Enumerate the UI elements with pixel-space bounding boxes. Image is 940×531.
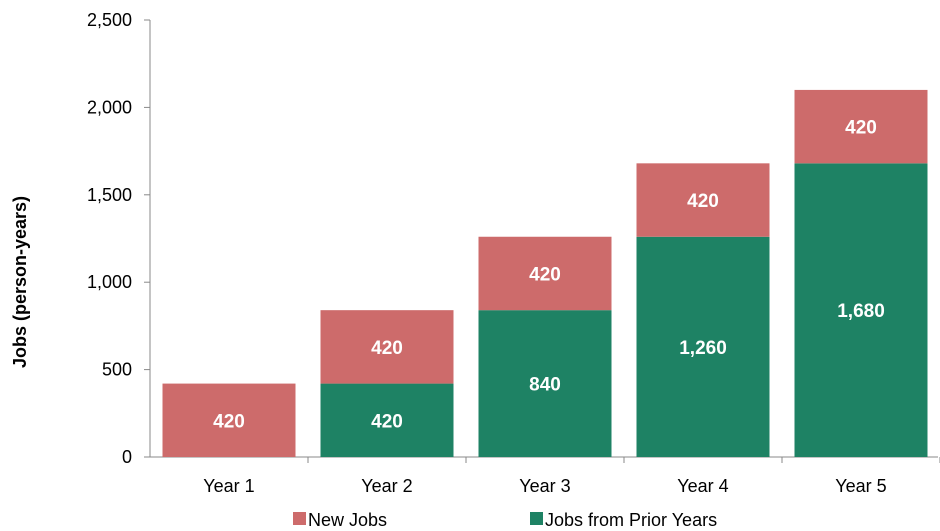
data-label: 420 [213,411,245,432]
bar-segment [636,163,770,237]
bar-segment [162,383,296,457]
y-tick-label: 2,000 [87,97,132,117]
bar-segment [636,236,770,457]
y-tick-label: 2,500 [87,10,132,30]
legend-swatch [293,512,306,525]
data-label: 1,260 [679,338,727,359]
y-tick-label: 1,000 [87,272,132,292]
y-axis-label: Jobs (person-years) [10,196,30,368]
bar-segment [320,310,454,384]
legend-swatch [530,512,543,525]
legend-label: Jobs from Prior Years [545,510,717,530]
x-tick-label: Year 4 [677,476,728,496]
plot-area: 0 500 1,000 1,500 2,000 2,500 420 Year 1 420 420 Y… [87,10,940,496]
data-label: 420 [371,338,403,359]
data-label: 1,680 [837,301,885,322]
bar-segment [320,383,454,457]
x-tick-label: Year 2 [361,476,412,496]
bar-segment [478,236,612,311]
legend-label: New Jobs [308,510,387,530]
x-tick-label: Year 5 [835,476,886,496]
bar-segment [794,163,928,457]
bar-segment [478,310,612,457]
y-tick-label: 500 [102,360,132,380]
data-label: 420 [687,191,719,212]
bar-segment [794,89,928,164]
legend: New Jobs Jobs from Prior Years [293,510,717,530]
x-tick-label: Year 1 [203,476,254,496]
x-tick-label: Year 3 [519,476,570,496]
y-tick-label: 1,500 [87,185,132,205]
data-label: 420 [529,264,561,285]
data-label: 420 [845,118,877,139]
data-label: 840 [529,375,561,396]
data-label: 420 [371,411,403,432]
y-tick-label: 0 [122,447,132,467]
